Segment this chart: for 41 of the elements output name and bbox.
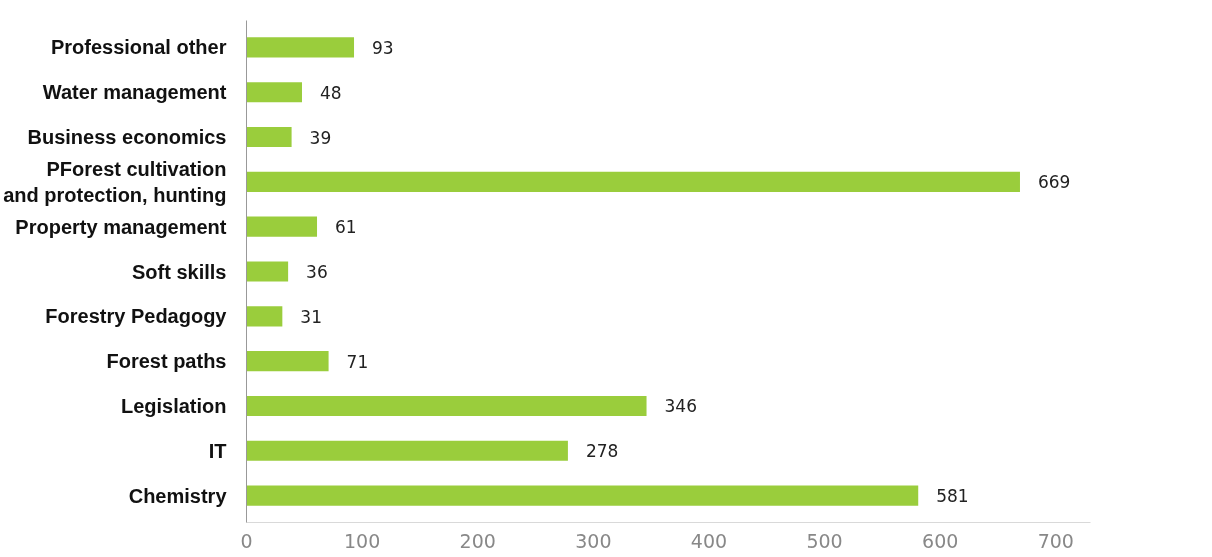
data-label: 278 <box>585 441 619 462</box>
y-tick-label: PForest cultivation and protection, hunting <box>3 157 227 207</box>
data-label: 39 <box>309 127 332 148</box>
x-tick-label: 100 <box>343 529 381 552</box>
bar <box>246 306 283 327</box>
y-tick-label: Business economics <box>27 126 227 149</box>
bar <box>246 440 568 461</box>
bar <box>246 171 1020 192</box>
data-label: 61 <box>335 217 357 238</box>
x-tick-label: 500 <box>806 529 843 552</box>
y-tick-label: Chemistry <box>128 484 228 507</box>
y-tick-label: Professional other <box>50 36 227 59</box>
x-tick-label: 400 <box>690 529 728 552</box>
bar <box>246 261 289 282</box>
x-tick-label: 700 <box>1037 529 1074 552</box>
x-tick-label: 600 <box>922 529 959 552</box>
data-label: 346 <box>664 396 697 417</box>
data-label: 669 <box>1037 172 1071 193</box>
bar <box>246 351 329 372</box>
y-tick-label: Property management <box>15 215 227 238</box>
y-tick-label: Soft skills <box>132 260 227 283</box>
x-tick-label: 300 <box>575 529 612 552</box>
data-label: 48 <box>320 82 342 103</box>
bar <box>246 395 647 417</box>
data-label: 36 <box>306 262 328 282</box>
x-tick-label: 0 <box>240 529 253 552</box>
bar <box>246 82 302 103</box>
y-tick-label: Legislation <box>120 394 227 417</box>
bar <box>246 37 355 58</box>
data-label: 71 <box>346 351 369 372</box>
y-tick-label: Forest paths <box>106 350 227 373</box>
bar <box>246 216 318 237</box>
data-label: 581 <box>936 486 969 507</box>
data-label: 31 <box>300 306 322 327</box>
bar <box>246 485 919 506</box>
data-label: 93 <box>372 37 394 58</box>
y-tick-label: Forestry Pedagogy <box>45 305 228 328</box>
x-tick-label: 200 <box>459 529 496 552</box>
y-tick-label: Water management <box>42 81 227 104</box>
y-tick-label: IT <box>208 439 227 462</box>
bar <box>246 126 292 148</box>
